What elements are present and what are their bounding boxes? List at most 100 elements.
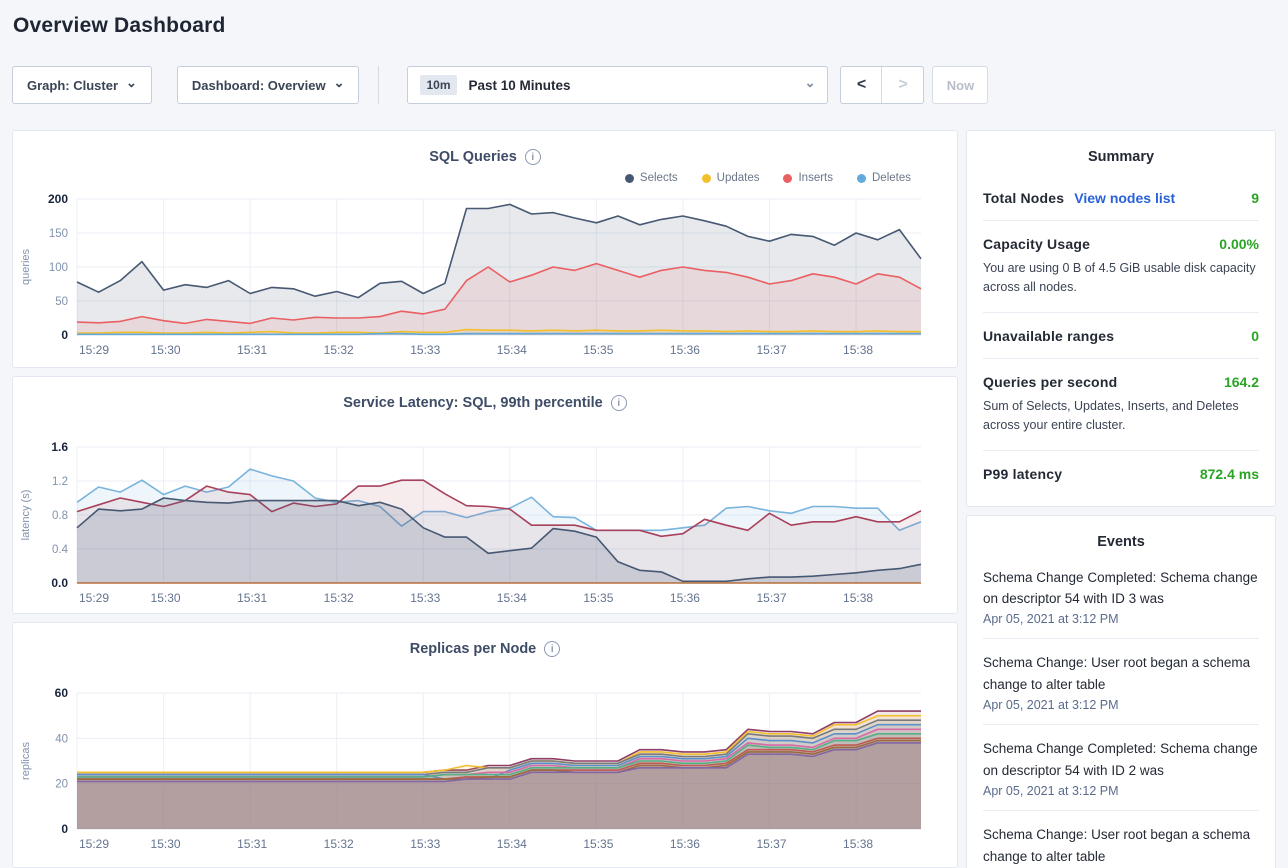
- legend-item[interactable]: Inserts: [783, 172, 833, 184]
- time-pager: < >: [840, 66, 925, 104]
- svg-text:latency (s): latency (s): [20, 490, 32, 541]
- toolbar-divider: [378, 66, 380, 104]
- event-item[interactable]: Schema Change: User root began a schema …: [983, 639, 1259, 725]
- summary-metric-label: P99 latency: [983, 465, 1063, 482]
- legend-item[interactable]: Selects: [624, 172, 678, 184]
- event-item[interactable]: Schema Change: User root began a schema …: [983, 811, 1259, 868]
- svg-text:15:29: 15:29: [79, 343, 109, 357]
- now-button[interactable]: Now: [932, 66, 989, 104]
- info-icon[interactable]: i: [610, 395, 627, 411]
- svg-text:15:31: 15:31: [237, 837, 267, 851]
- svg-text:15:37: 15:37: [756, 591, 786, 605]
- svg-text:15:35: 15:35: [583, 837, 613, 851]
- legend-dot-icon: [783, 173, 793, 183]
- summary-metric-value: 0: [1251, 327, 1259, 344]
- info-icon[interactable]: i: [524, 149, 541, 165]
- summary-row-line: Unavailable ranges 0: [983, 328, 1259, 344]
- service-latency-chart[interactable]: 15:29 15:30 15:31 15:32 15:33 15:34 15:35 15:36…: [13, 437, 958, 609]
- sql-queries-card: SQL Queries i Selects Updates Inserts Delet…: [12, 130, 958, 368]
- chart-title: SQL Queries: [429, 149, 517, 165]
- svg-text:0.4: 0.4: [52, 544, 69, 556]
- info-icon[interactable]: i: [544, 641, 561, 657]
- svg-text:0: 0: [61, 822, 68, 836]
- svg-text:15:32: 15:32: [324, 591, 354, 605]
- sql-legend: Selects Updates Inserts Deletes: [13, 167, 957, 189]
- svg-text:15:29: 15:29: [79, 591, 109, 605]
- svg-text:150: 150: [49, 228, 68, 240]
- event-text: Schema Change Completed: Schema change o…: [983, 740, 1258, 778]
- chevron-left-icon: <: [856, 76, 867, 93]
- svg-text:0.8: 0.8: [52, 510, 68, 522]
- svg-text:15:37: 15:37: [756, 343, 786, 357]
- service-latency-card: Service Latency: SQL, 99th percentile i …: [12, 376, 958, 614]
- legend-item[interactable]: Deletes: [857, 172, 911, 184]
- svg-text:15:36: 15:36: [670, 837, 700, 851]
- svg-text:20: 20: [55, 779, 68, 791]
- svg-text:15:33: 15:33: [410, 591, 440, 605]
- summary-panel: Summary Total Nodes View nodes list 9 Capac…: [966, 130, 1276, 507]
- summary-row: Total Nodes View nodes list 9: [983, 175, 1259, 221]
- time-range-badge: 10m: [420, 75, 457, 95]
- chevron-down-icon: ⌄: [333, 75, 345, 90]
- event-item[interactable]: Schema Change Completed: Schema change o…: [983, 725, 1259, 811]
- next-time-button[interactable]: >: [882, 67, 924, 103]
- svg-text:15:38: 15:38: [843, 343, 873, 357]
- legend-label: Selects: [639, 172, 678, 184]
- svg-text:queries: queries: [20, 248, 32, 285]
- summary-row: P99 latency 872.4 ms: [983, 451, 1259, 496]
- summary-metric-value: 9: [1251, 190, 1259, 206]
- summary-title: Summary: [1087, 149, 1155, 165]
- charts-column: SQL Queries i Selects Updates Inserts Delet…: [12, 130, 958, 868]
- summary-metric-label: Capacity Usage: [983, 236, 1091, 252]
- events-panel: Events Schema Change Completed: Schema c…: [966, 514, 1276, 868]
- summary-metric-label: Unavailable ranges: [983, 327, 1115, 344]
- svg-text:40: 40: [55, 733, 68, 745]
- sql-queries-chart[interactable]: 15:29 15:30 15:31 15:32 15:33 15:34 15:35 15:36…: [13, 189, 958, 361]
- svg-text:replicas: replicas: [20, 742, 32, 780]
- summary-metric-value: 164.2: [1223, 373, 1259, 390]
- summary-row: Capacity Usage 0.00% You are using 0 B of …: [983, 221, 1259, 313]
- svg-text:15:38: 15:38: [843, 837, 873, 851]
- svg-text:15:30: 15:30: [151, 343, 181, 357]
- svg-text:50: 50: [55, 296, 68, 308]
- summary-row-line: Total Nodes View nodes list 9: [983, 190, 1259, 206]
- event-timestamp: Apr 05, 2021 at 3:12 PM: [983, 612, 1119, 627]
- svg-text:15:34: 15:34: [497, 837, 527, 851]
- dashboard-dropdown-label: Dashboard: Overview: [191, 77, 326, 93]
- page-header: Overview Dashboard: [0, 0, 1288, 38]
- summary-rows: Total Nodes View nodes list 9 Capacity Usag…: [983, 175, 1259, 496]
- time-range-label: Past 10 Minutes: [468, 77, 571, 93]
- graph-dropdown[interactable]: Graph: Cluster ⌄: [12, 66, 152, 104]
- toolbar: Graph: Cluster ⌄ Dashboard: Overview ⌄ 1…: [12, 66, 1276, 104]
- view-nodes-list-link[interactable]: View nodes list: [1074, 190, 1176, 206]
- event-item[interactable]: Schema Change Completed: Schema change o…: [983, 550, 1259, 640]
- legend-dot-icon: [624, 173, 634, 183]
- legend-item[interactable]: Updates: [701, 172, 759, 184]
- summary-metric-value: 872.4 ms: [1199, 465, 1259, 482]
- svg-text:60: 60: [55, 686, 69, 700]
- chevron-down-icon: ⌄: [804, 75, 816, 90]
- replicas-per-node-chart[interactable]: 15:29 15:30 15:31 15:32 15:33 15:34 15:35 15:36…: [13, 683, 958, 855]
- dashboard-dropdown[interactable]: Dashboard: Overview ⌄: [176, 66, 360, 104]
- event-text: Schema Change: User root began a schema …: [983, 655, 1251, 693]
- summary-row-line: Capacity Usage 0.00%: [983, 236, 1259, 252]
- svg-text:100: 100: [49, 262, 68, 274]
- summary-metric-label: Queries per second: [983, 373, 1118, 390]
- side-column: Summary Total Nodes View nodes list 9 Capac…: [966, 130, 1276, 868]
- replicas-per-node-card: Replicas per Node i 15:29 15:30 15:31 15:32…: [12, 622, 958, 868]
- svg-text:1.2: 1.2: [52, 476, 68, 488]
- previous-time-button[interactable]: <: [841, 67, 883, 103]
- svg-text:0.0: 0.0: [51, 576, 68, 590]
- chart-title: Service Latency: SQL, 99th percentile: [343, 395, 603, 411]
- svg-text:15:31: 15:31: [237, 591, 267, 605]
- event-timestamp: Apr 05, 2021 at 3:12 PM: [983, 783, 1119, 798]
- svg-text:0: 0: [61, 328, 68, 342]
- legend-dot-icon: [857, 173, 866, 183]
- legend-label: Inserts: [798, 172, 833, 184]
- svg-text:15:29: 15:29: [79, 837, 109, 851]
- summary-row-line: Queries per second 164.2: [983, 374, 1259, 390]
- svg-text:15:37: 15:37: [756, 837, 786, 851]
- events-title: Events: [1097, 533, 1145, 550]
- svg-text:15:38: 15:38: [843, 591, 873, 605]
- time-range-picker[interactable]: 10m Past 10 Minutes ⌄: [407, 66, 829, 104]
